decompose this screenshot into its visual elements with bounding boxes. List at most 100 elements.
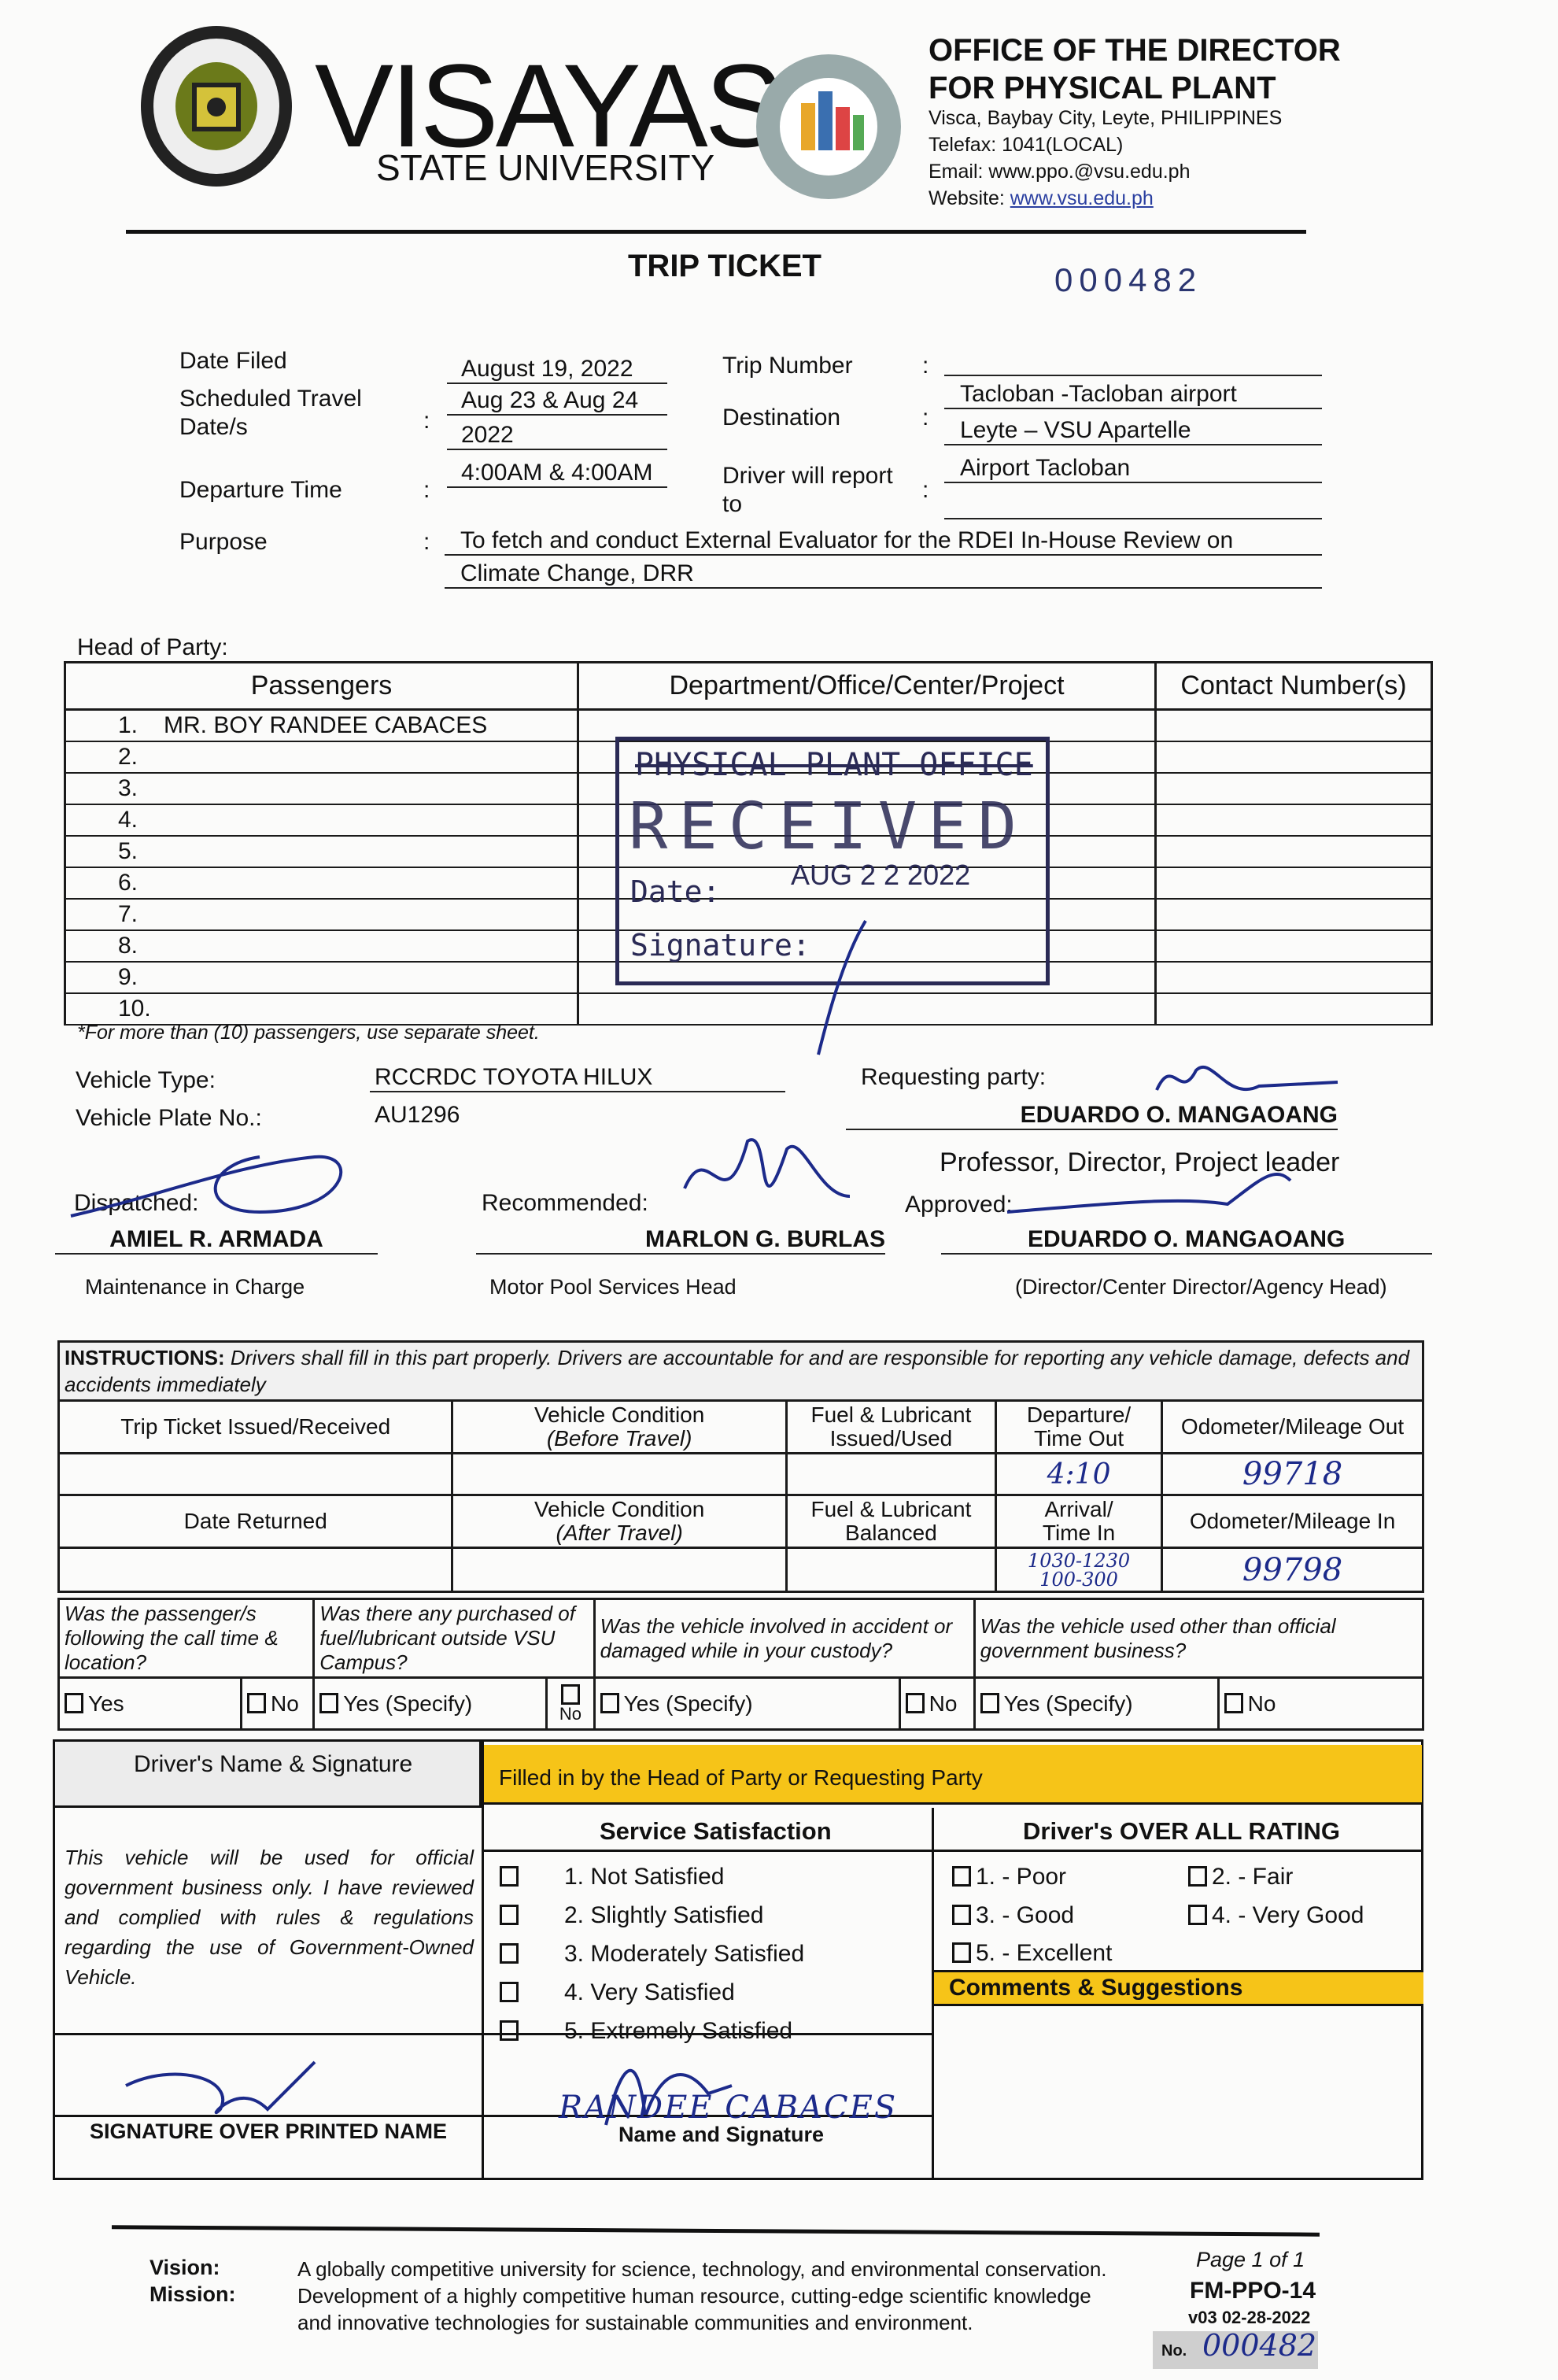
checkbox[interactable] <box>500 1905 519 1925</box>
ticket-number: 000482 <box>1054 261 1203 298</box>
passenger-dept-cell[interactable] <box>577 867 1157 900</box>
checkbox[interactable] <box>952 1905 971 1925</box>
passenger-dept-cell[interactable] <box>577 898 1157 931</box>
departure-value: 4:00AM & 4:00AM <box>447 460 667 488</box>
service-option[interactable]: 2. Slightly Satisfied <box>500 1902 763 1929</box>
checkbox[interactable] <box>500 2020 519 2041</box>
passenger-contact-cell[interactable] <box>1154 835 1433 868</box>
passenger-name-cell[interactable]: 4. <box>64 804 579 837</box>
q2-yes-checkbox[interactable]: Yes (Specify) <box>312 1676 548 1731</box>
date-filed-value: August 19, 2022 <box>447 356 667 384</box>
odometer-in-value[interactable]: 99798 <box>1161 1547 1424 1593</box>
service-option[interactable]: 3. Moderately Satisfied <box>500 1941 804 1968</box>
driver-signature <box>125 2060 316 2115</box>
office-address: Visca, Baybay City, Leyte, PHILIPPINES <box>929 107 1283 129</box>
passenger-name-cell[interactable]: 10. <box>64 992 579 1026</box>
report-to-value: Airport Tacloban <box>944 455 1322 483</box>
passenger-contact-cell[interactable] <box>1154 961 1433 994</box>
passenger-dept-cell[interactable] <box>577 741 1157 774</box>
service-option[interactable]: 5. Extremely Satisfied <box>500 2018 792 2045</box>
condition-before-value[interactable] <box>451 1452 788 1496</box>
service-option[interactable]: 4. Very Satisfied <box>500 1979 735 2006</box>
checkbox[interactable] <box>1188 1866 1207 1887</box>
driver-header-cell <box>55 1742 482 1808</box>
fuel-issued-value[interactable] <box>785 1452 998 1496</box>
passenger-contact-cell[interactable] <box>1154 929 1433 963</box>
driver-name-label: Driver's Name & Signature <box>134 1751 413 1777</box>
odometer-out-value[interactable]: 99718 <box>1161 1452 1424 1496</box>
q2-no-checkbox[interactable]: No <box>545 1676 596 1731</box>
comments-label: Comments & Suggestions <box>949 1975 1243 2001</box>
service-option[interactable]: 1. Not Satisfied <box>500 1864 724 1890</box>
checkbox[interactable] <box>952 1942 971 1963</box>
passenger-dept-cell[interactable] <box>577 835 1157 868</box>
passenger-contact-cell[interactable] <box>1154 804 1433 837</box>
passenger-name-cell[interactable]: 6. <box>64 867 579 900</box>
passenger-name-cell[interactable]: 8. <box>64 929 579 963</box>
instructions-cell: INSTRUCTIONS: Drivers shall fill in this… <box>57 1340 1424 1402</box>
passenger-name-cell[interactable]: 7. <box>64 898 579 931</box>
passenger-name-cell[interactable]: 2. <box>64 741 579 774</box>
checkbox[interactable] <box>500 1866 519 1887</box>
destination-value2: Leyte – VSU Apartelle <box>944 417 1322 445</box>
passenger-contact-cell[interactable] <box>1154 898 1433 931</box>
time-in-value[interactable]: 1030-1230 100-300 <box>995 1547 1164 1593</box>
h-odometer-out: Odometer/Mileage Out <box>1161 1399 1424 1454</box>
col-passengers: Passengers <box>64 661 579 711</box>
driver-rating-option[interactable]: 2. - Fair <box>1188 1864 1293 1890</box>
q4-no-checkbox[interactable]: No <box>1216 1676 1425 1731</box>
office-telefax: Telefax: 1041(LOCAL) <box>929 134 1124 156</box>
q3-no-checkbox[interactable]: No <box>898 1676 976 1731</box>
passenger-contact-cell[interactable] <box>1154 772 1433 805</box>
website-link[interactable]: www.vsu.edu.ph <box>1010 187 1154 209</box>
fuel-balanced-value[interactable] <box>785 1547 998 1593</box>
approved-name: EDUARDO O. MANGAOANG <box>941 1226 1432 1255</box>
time-out-value[interactable]: 4:10 <box>995 1452 1164 1496</box>
questions-table: Was the passenger/s following the call t… <box>57 1598 1425 1731</box>
passenger-name-cell[interactable]: 1. MR. BOY RANDEE CABACES <box>64 708 579 742</box>
passenger-contact-cell[interactable] <box>1154 867 1433 900</box>
departure-label: Departure Time <box>179 477 342 503</box>
checkbox[interactable] <box>500 1943 519 1964</box>
passenger-name-cell[interactable]: 9. <box>64 961 579 994</box>
driver-rating-option[interactable]: 5. - Excellent <box>952 1940 1112 1967</box>
passenger-contact-cell[interactable] <box>1154 741 1433 774</box>
passenger-dept-cell[interactable] <box>577 708 1157 742</box>
passenger-contact-cell[interactable] <box>1154 708 1433 742</box>
driver-rating-option[interactable]: 1. - Poor <box>952 1864 1066 1890</box>
stamp-date-label: Date: <box>630 874 721 909</box>
office-website: Website: www.vsu.edu.ph <box>929 187 1154 210</box>
passenger-name-cell[interactable]: 3. <box>64 772 579 805</box>
condition-after-value[interactable] <box>451 1547 788 1593</box>
passenger-dept-cell[interactable] <box>577 992 1157 1026</box>
driver-rating-option[interactable]: 3. - Good <box>952 1902 1074 1929</box>
instructions-text: Drivers shall fill in this part properly… <box>65 1346 1410 1396</box>
dispatched-name: AMIEL R. ARMADA <box>55 1226 378 1255</box>
checkbox[interactable] <box>952 1866 971 1887</box>
passenger-dept-cell[interactable] <box>577 804 1157 837</box>
office-line2: FOR PHYSICAL PLANT <box>929 71 1276 105</box>
checkbox[interactable] <box>1188 1905 1207 1925</box>
trip-ticket-value[interactable] <box>57 1452 454 1496</box>
passenger-row: 4. <box>64 804 1433 837</box>
date-returned-value[interactable] <box>57 1547 454 1593</box>
q3-yes-checkbox[interactable]: Yes (Specify) <box>593 1676 901 1731</box>
q1-no-checkbox[interactable]: No <box>239 1676 316 1731</box>
rating-section: Driver's Name & Signature Filled in by t… <box>53 1739 1423 2180</box>
q4-yes-checkbox[interactable]: Yes (Specify) <box>973 1676 1220 1731</box>
stamp-received: RECEIVED <box>629 789 1028 864</box>
office-line1: OFFICE OF THE DIRECTOR <box>929 33 1341 68</box>
passenger-dept-cell[interactable] <box>577 772 1157 805</box>
passenger-name-cell[interactable]: 5. <box>64 835 579 868</box>
passenger-dept-cell[interactable] <box>577 929 1157 963</box>
report-label1: Driver will report <box>722 463 893 489</box>
university-name: VISAYAS <box>315 39 784 172</box>
scheduled-label1: Scheduled Travel <box>179 386 362 412</box>
checkbox[interactable] <box>500 1982 519 2002</box>
driver-rating-option[interactable]: 4. - Very Good <box>1188 1902 1364 1929</box>
q1-yes-checkbox[interactable]: Yes <box>57 1676 242 1731</box>
scheduled-value2: 2022 <box>447 422 667 450</box>
passenger-contact-cell[interactable] <box>1154 992 1433 1026</box>
passenger-dept-cell[interactable] <box>577 961 1157 994</box>
